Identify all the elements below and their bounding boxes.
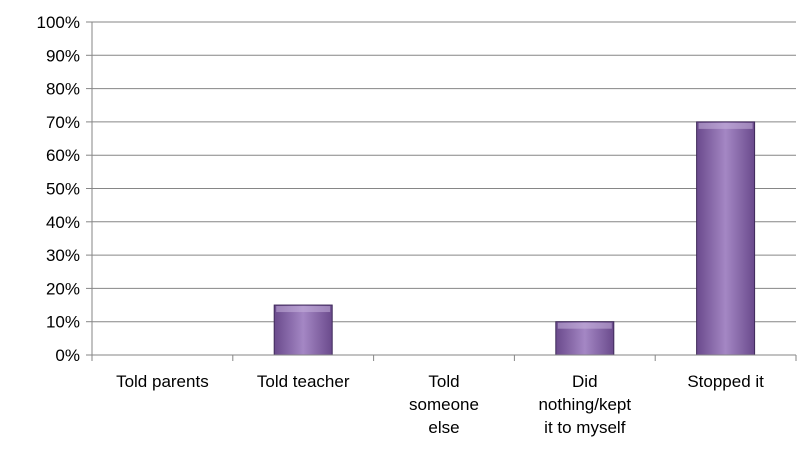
y-tick-label: 0% [55, 346, 80, 365]
x-category-label: Stopped it [687, 372, 764, 391]
x-category-label: it to myself [544, 418, 626, 437]
x-category-label: else [428, 418, 459, 437]
y-tick-label: 10% [46, 313, 80, 332]
gridlines [92, 21, 796, 323]
y-tick-label: 30% [46, 246, 80, 265]
x-category-label: Did [572, 372, 598, 391]
bar-highlight [698, 122, 753, 129]
y-tick-label: 80% [46, 80, 80, 99]
y-tick-label: 90% [46, 46, 80, 65]
bar [273, 304, 333, 356]
x-category-label: Told [428, 372, 459, 391]
y-tick-label: 20% [46, 279, 80, 298]
x-category-label: nothing/kept [538, 395, 631, 414]
y-tick-label: 60% [46, 146, 80, 165]
y-tick-label: 70% [46, 113, 80, 132]
bar [696, 121, 756, 356]
axes [86, 21, 797, 361]
x-category-label: Told teacher [257, 372, 350, 391]
y-tick-label: 40% [46, 213, 80, 232]
y-tick-label: 100% [37, 13, 80, 32]
labels: 0% 10% 20% 30% 40% 50% 60% 70% 80% 90% 100% Told pa… [37, 13, 765, 437]
x-category-label: Told parents [116, 372, 209, 391]
bar-highlight [276, 306, 331, 313]
y-tick-label: 50% [46, 180, 80, 199]
bars [273, 121, 756, 356]
x-category-label: someone [409, 395, 479, 414]
bar-highlight [557, 322, 612, 329]
